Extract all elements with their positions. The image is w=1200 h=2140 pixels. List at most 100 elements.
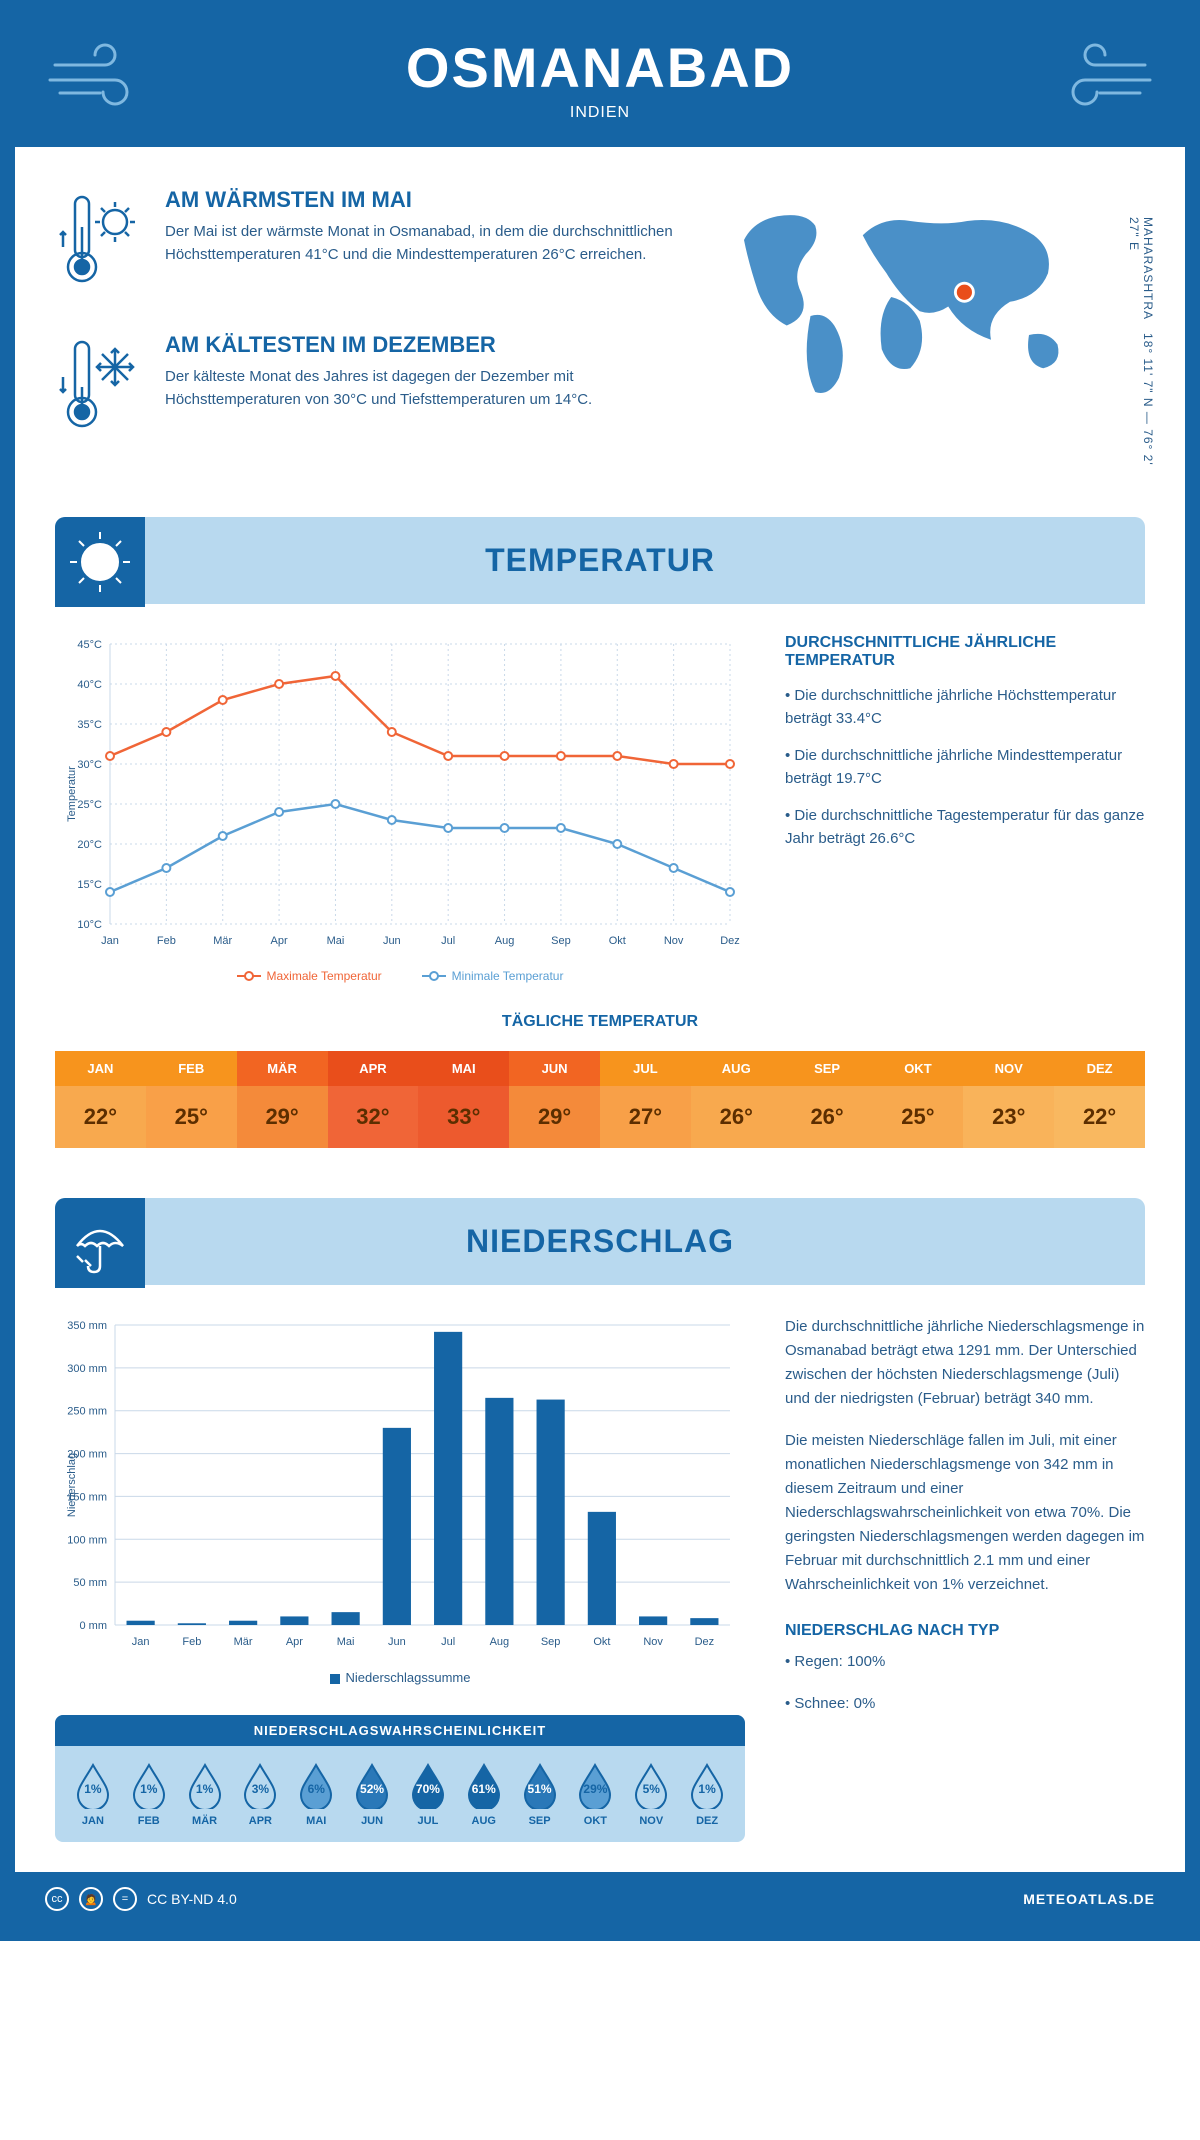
precipitation-info: Die durchschnittliche jährliche Niedersc… xyxy=(785,1315,1145,1842)
svg-text:Dez: Dez xyxy=(720,935,740,947)
thermometer-snow-icon xyxy=(55,332,145,447)
svg-text:0 mm: 0 mm xyxy=(80,1620,108,1632)
warmest-text: Der Mai ist der wärmste Monat in Osmanab… xyxy=(165,221,695,266)
header: OSMANABAD INDIEN xyxy=(15,15,1185,147)
probability-title: NIEDERSCHLAGSWAHRSCHEINLICHKEIT xyxy=(55,1715,745,1746)
world-map-icon xyxy=(725,187,1105,407)
probability-cell: 3%APR xyxy=(232,1761,288,1827)
svg-text:45°C: 45°C xyxy=(77,639,102,651)
temp-cell: JUN29° xyxy=(509,1051,600,1148)
svg-text:Feb: Feb xyxy=(182,1636,201,1648)
temp-cell: NOV23° xyxy=(963,1051,1054,1148)
svg-text:Mai: Mai xyxy=(337,1636,355,1648)
svg-text:Mär: Mär xyxy=(234,1636,253,1648)
svg-text:Jan: Jan xyxy=(132,1636,150,1648)
precip-type-b1: • Regen: 100% xyxy=(785,1650,1145,1674)
precipitation-bar-chart: 0 mm50 mm100 mm150 mm200 mm250 mm300 mm3… xyxy=(55,1315,745,1655)
infographic-page: OSMANABAD INDIEN xyxy=(0,0,1200,1941)
nd-icon: = xyxy=(113,1887,137,1911)
temperature-section-header: TEMPERATUR xyxy=(55,517,1145,604)
precipitation-body: 0 mm50 mm100 mm150 mm200 mm250 mm300 mm3… xyxy=(15,1285,1185,1872)
probability-cell: 1%MÄR xyxy=(177,1761,233,1827)
svg-text:20°C: 20°C xyxy=(77,839,102,851)
probability-cell: 61%AUG xyxy=(456,1761,512,1827)
svg-text:Nov: Nov xyxy=(664,935,684,947)
svg-text:30°C: 30°C xyxy=(77,759,102,771)
coordinates: MAHARASHTRA 18° 11' 7" N — 76° 2' 27" E xyxy=(1127,217,1155,477)
sun-icon xyxy=(55,517,145,607)
svg-text:300 mm: 300 mm xyxy=(67,1363,107,1375)
daily-temperature: TÄGLICHE TEMPERATUR JAN22°FEB25°MÄR29°AP… xyxy=(15,1013,1185,1178)
precip-p2: Die meisten Niederschläge fallen im Juli… xyxy=(785,1429,1145,1597)
temp-cell: JUL27° xyxy=(600,1051,691,1148)
bar-legend: Niederschlagssumme xyxy=(55,1670,745,1685)
svg-text:100 mm: 100 mm xyxy=(67,1534,107,1546)
temp-cell: SEP26° xyxy=(782,1051,873,1148)
temperature-line-chart: 10°C15°C20°C25°C30°C35°C40°C45°CJanFebMä… xyxy=(55,634,745,954)
probability-cell: 51%SEP xyxy=(512,1761,568,1827)
intro-section: AM WÄRMSTEN IM MAI Der Mai ist der wärms… xyxy=(15,147,1185,497)
footer: cc 🙍 = CC BY-ND 4.0 METEOATLAS.DE xyxy=(15,1872,1185,1926)
daily-temp-grid: JAN22°FEB25°MÄR29°APR32°MAI33°JUN29°JUL2… xyxy=(55,1051,1145,1148)
country-label: INDIEN xyxy=(15,104,1185,122)
temp-cell: MÄR29° xyxy=(237,1051,328,1148)
license-text: CC BY-ND 4.0 xyxy=(147,1891,237,1907)
probability-cell: 70%JUL xyxy=(400,1761,456,1827)
precip-type-title: NIEDERSCHLAG NACH TYP xyxy=(785,1622,1145,1640)
temp-cell: AUG26° xyxy=(691,1051,782,1148)
svg-text:Mär: Mär xyxy=(213,935,232,947)
temperature-title: TEMPERATUR xyxy=(55,542,1145,579)
svg-text:Okt: Okt xyxy=(593,1636,610,1648)
svg-text:Apr: Apr xyxy=(286,1636,303,1648)
probability-cell: 52%JUN xyxy=(344,1761,400,1827)
svg-text:Nov: Nov xyxy=(643,1636,663,1648)
svg-text:35°C: 35°C xyxy=(77,719,102,731)
svg-text:Jul: Jul xyxy=(441,1636,455,1648)
svg-text:350 mm: 350 mm xyxy=(67,1320,107,1332)
precip-p1: Die durchschnittliche jährliche Niedersc… xyxy=(785,1315,1145,1411)
svg-text:250 mm: 250 mm xyxy=(67,1406,107,1418)
temp-cell: DEZ22° xyxy=(1054,1051,1145,1148)
temperature-body: 10°C15°C20°C25°C30°C35°C40°C45°CJanFebMä… xyxy=(15,604,1185,1013)
svg-text:25°C: 25°C xyxy=(77,799,102,811)
svg-text:Aug: Aug xyxy=(495,935,515,947)
temp-cell: OKT25° xyxy=(873,1051,964,1148)
svg-text:Feb: Feb xyxy=(157,935,176,947)
coldest-title: AM KÄLTESTEN IM DEZEMBER xyxy=(165,332,695,358)
probability-panel: NIEDERSCHLAGSWAHRSCHEINLICHKEIT 1%JAN1%F… xyxy=(55,1715,745,1842)
temp-info-b3: • Die durchschnittliche Tagestemperatur … xyxy=(785,805,1145,850)
probability-cell: 1%FEB xyxy=(121,1761,177,1827)
probability-cell: 5%NOV xyxy=(623,1761,679,1827)
svg-text:Jul: Jul xyxy=(441,935,455,947)
coldest-text: Der kälteste Monat des Jahres ist dagege… xyxy=(165,366,695,411)
city-title: OSMANABAD xyxy=(15,35,1185,100)
svg-text:Jun: Jun xyxy=(383,935,401,947)
temperature-info: DURCHSCHNITTLICHE JÄHRLICHE TEMPERATUR •… xyxy=(785,634,1145,983)
cc-icon: cc xyxy=(45,1887,69,1911)
wind-icon xyxy=(1045,35,1155,115)
wind-icon xyxy=(45,35,155,115)
svg-text:Dez: Dez xyxy=(695,1636,715,1648)
precipitation-title: NIEDERSCHLAG xyxy=(55,1223,1145,1260)
svg-text:10°C: 10°C xyxy=(77,919,102,931)
svg-text:Jan: Jan xyxy=(101,935,119,947)
temp-cell: APR32° xyxy=(328,1051,419,1148)
svg-text:40°C: 40°C xyxy=(77,679,102,691)
coldest-block: AM KÄLTESTEN IM DEZEMBER Der kälteste Mo… xyxy=(55,332,695,447)
probability-cell: 6%MAI xyxy=(288,1761,344,1827)
svg-text:Niederschlag: Niederschlag xyxy=(66,1453,78,1517)
thermometer-sun-icon xyxy=(55,187,145,302)
daily-temp-title: TÄGLICHE TEMPERATUR xyxy=(55,1013,1145,1031)
temp-cell: JAN22° xyxy=(55,1051,146,1148)
by-icon: 🙍 xyxy=(79,1887,103,1911)
temp-cell: FEB25° xyxy=(146,1051,237,1148)
svg-text:Sep: Sep xyxy=(541,1636,561,1648)
chart-legend: Maximale Temperatur Minimale Temperatur xyxy=(55,969,745,983)
svg-text:Aug: Aug xyxy=(490,1636,510,1648)
svg-text:Okt: Okt xyxy=(609,935,626,947)
svg-text:50 mm: 50 mm xyxy=(73,1577,107,1589)
svg-text:Jun: Jun xyxy=(388,1636,406,1648)
probability-cell: 1%DEZ xyxy=(679,1761,735,1827)
probability-cell: 29%OKT xyxy=(567,1761,623,1827)
temp-info-b2: • Die durchschnittliche jährliche Mindes… xyxy=(785,745,1145,790)
